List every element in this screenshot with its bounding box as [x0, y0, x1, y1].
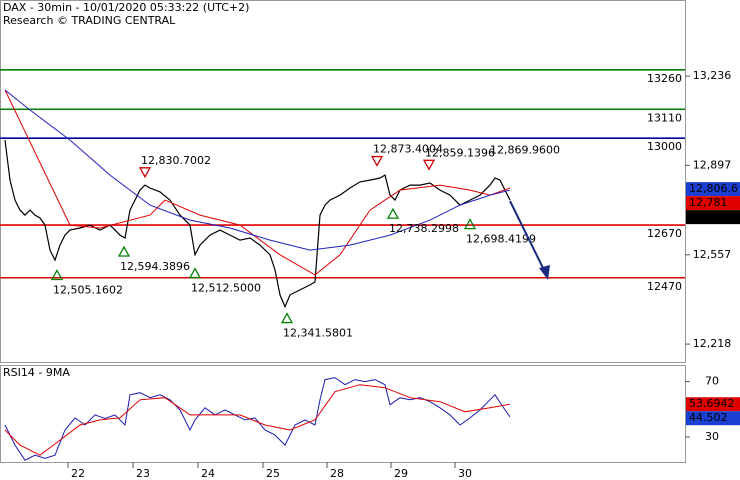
level-label: 13110 — [647, 111, 682, 124]
x-tick-label: 25 — [266, 467, 280, 480]
level-label: 13260 — [647, 72, 682, 85]
series-line — [4, 89, 511, 251]
chart-title: RSI14 - 9MA — [3, 366, 70, 379]
x-tick-label: 23 — [136, 467, 150, 480]
level-label: 13000 — [647, 140, 682, 153]
price-tag-label: 12,781 — [689, 196, 728, 209]
forecast-arrow — [509, 200, 546, 273]
annotation-label: 12,830.7002 — [141, 154, 211, 167]
annotation-label: 12,869.9600 — [490, 143, 560, 156]
price-tag-label: 44.502 — [689, 411, 728, 424]
price-tag — [686, 397, 740, 412]
low-marker — [117, 245, 131, 257]
price-tag — [686, 210, 740, 225]
price-tag-label: 12,760.7 — [689, 210, 738, 223]
panel — [0, 365, 686, 463]
level-label: 12670 — [647, 227, 682, 240]
x-tick-label: 22 — [71, 467, 85, 480]
annotation-label: 12,698.4199 — [466, 233, 536, 246]
price-tag — [686, 196, 740, 211]
y-tick-label: 12,218 — [693, 337, 732, 350]
annotation-label: 12,341.5801 — [283, 327, 353, 340]
low-marker — [280, 312, 294, 324]
chart-title: DAX - 30min - 10/01/2020 05:33:22 (UTC+2… — [3, 1, 249, 14]
panel — [0, 0, 686, 363]
price-tag — [686, 411, 740, 426]
x-tick-label: 28 — [330, 467, 344, 480]
series-line — [4, 140, 511, 309]
chart-subtitle: Research © TRADING CENTRAL — [3, 14, 176, 27]
x-tick-label: 30 — [458, 467, 472, 480]
series-line — [4, 89, 511, 276]
series-line — [4, 384, 511, 456]
series-line — [4, 377, 511, 461]
annotation-label: 12,738.2998 — [389, 222, 459, 235]
y-tick-label: 30 — [705, 430, 719, 443]
x-tick-label: 29 — [394, 467, 408, 480]
y-tick-label: 70 — [705, 375, 719, 388]
annotation-label: 12,873.4004 — [373, 143, 443, 156]
low-marker — [463, 218, 477, 230]
forecast-arrow-head — [539, 265, 550, 280]
low-marker — [188, 267, 202, 279]
price-tag-label: 12,806.6 — [689, 182, 738, 195]
high-marker — [138, 167, 152, 179]
x-tick-label: 24 — [201, 467, 215, 480]
y-tick-label: 12,557 — [693, 248, 732, 261]
level-label: 12470 — [647, 280, 682, 293]
annotation-label: 12,859.1396 — [425, 146, 495, 159]
low-marker — [50, 269, 64, 281]
annotation-label: 12,505.1602 — [53, 283, 123, 296]
annotation-label: 12,512.5000 — [191, 282, 261, 295]
y-tick-label: 12,897 — [693, 158, 732, 171]
low-marker — [386, 207, 400, 219]
annotation-label: 12,594.3896 — [120, 260, 190, 273]
y-tick-label: 13,236 — [693, 69, 732, 82]
price-tag — [686, 182, 740, 197]
high-marker — [422, 159, 436, 171]
high-marker — [370, 155, 384, 167]
price-tag-label: 53.6942 — [689, 397, 735, 410]
